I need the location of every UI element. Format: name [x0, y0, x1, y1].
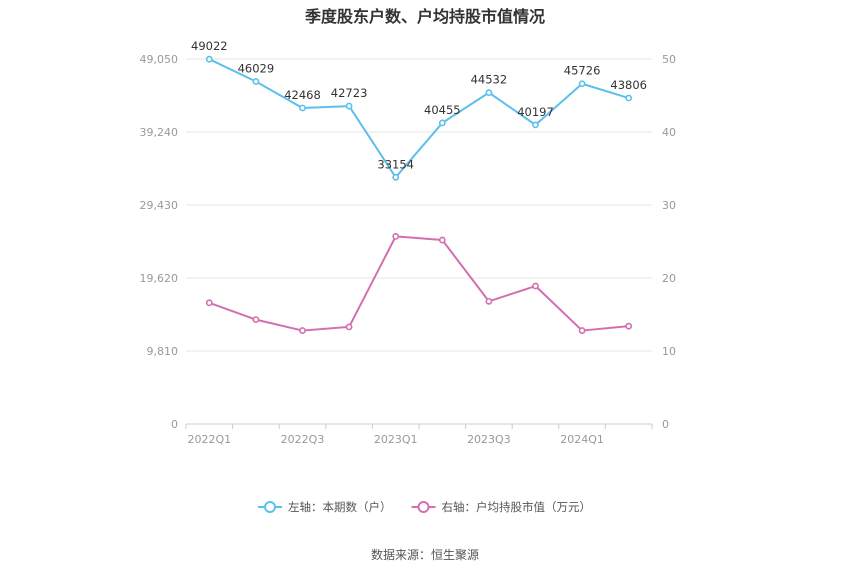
series-line — [208, 58, 629, 179]
x-tick-label: 2022Q1 — [187, 433, 231, 446]
right-tick-label: 10 — [662, 345, 676, 358]
data-label: 42723 — [331, 86, 368, 100]
data-point — [299, 327, 306, 334]
left-tick-label: 19,620 — [140, 272, 179, 285]
source-note: 数据来源：恒生聚源 — [371, 547, 479, 562]
data-point — [205, 299, 213, 307]
data-label: 43806 — [610, 78, 647, 92]
left-tick-label: 0 — [171, 418, 178, 431]
series-line — [208, 235, 629, 332]
x-tick-label: 2023Q1 — [374, 433, 418, 446]
legend-item-1: 左轴：本期数（户） — [258, 500, 392, 514]
data-point — [392, 232, 400, 240]
legend-label: 左轴：本期数（户） — [288, 500, 392, 514]
legend-item-2: 右轴：户均持股市值（万元） — [411, 500, 592, 514]
data-point — [345, 323, 353, 331]
data-point — [438, 236, 446, 244]
data-point — [578, 80, 586, 88]
left-axis: 0 9,810 19,620 29,430 39,240 49,050 — [140, 53, 179, 431]
data-point — [252, 78, 260, 85]
data-label: 49022 — [191, 39, 228, 53]
data-point — [578, 327, 586, 334]
x-tick-label: 2024Q1 — [560, 433, 604, 446]
data-label: 46029 — [238, 61, 275, 75]
right-tick-label: 30 — [662, 199, 676, 212]
data-point — [625, 94, 633, 102]
data-point — [345, 102, 353, 110]
legend: 左轴：本期数（户） 右轴：户均持股市值（万元） — [258, 500, 591, 514]
right-tick-label: 40 — [662, 126, 676, 139]
data-point — [299, 104, 306, 112]
data-point — [252, 316, 260, 324]
left-tick-label: 49,050 — [140, 53, 179, 66]
data-point — [625, 322, 633, 330]
series-layer: 49022 46029 42468 42723 33154 40455 44532 40197… — [191, 39, 647, 334]
legend-marker — [417, 501, 430, 513]
data-label: 42468 — [284, 88, 321, 102]
series-2 — [205, 232, 633, 334]
right-tick-label: 20 — [662, 272, 676, 285]
chart-title: 季度股东户数、户均持股市值情况 — [304, 7, 545, 26]
right-tick-label: 50 — [662, 53, 676, 66]
right-axis: 0 10 20 30 40 50 — [662, 53, 676, 431]
x-tick-label: 2023Q3 — [467, 433, 511, 446]
data-label: 45726 — [564, 64, 601, 78]
x-axis: 2022Q1 2022Q3 2023Q1 2023Q3 2024Q1 — [185, 424, 653, 446]
grid — [186, 58, 652, 425]
data-label: 40455 — [424, 103, 461, 117]
legend-marker — [264, 501, 276, 513]
data-point — [392, 173, 400, 181]
series-1: 49022 46029 42468 42723 33154 40455 44532 40197… — [191, 39, 647, 181]
left-tick-label: 29,430 — [140, 199, 179, 212]
data-label: 40197 — [517, 105, 554, 119]
data-point — [205, 55, 213, 63]
data-point — [438, 119, 446, 127]
left-tick-label: 39,240 — [140, 126, 179, 139]
data-label: 33154 — [377, 157, 414, 171]
data-point — [532, 121, 539, 129]
data-point — [485, 89, 493, 97]
right-tick-label: 0 — [662, 418, 669, 431]
data-label: 44532 — [471, 73, 508, 87]
x-tick-label: 2022Q3 — [281, 433, 325, 446]
data-point — [485, 297, 493, 305]
left-tick-label: 9,810 — [147, 345, 179, 358]
data-point — [532, 282, 539, 290]
legend-label: 右轴：户均持股市值（万元） — [442, 500, 592, 514]
